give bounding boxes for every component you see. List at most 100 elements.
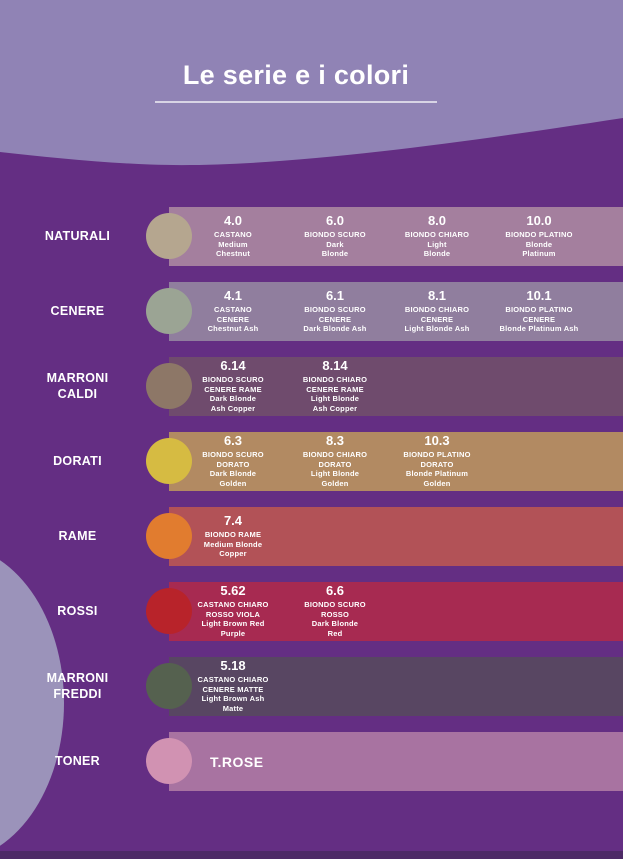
shade-name-italian: BIONDO CHIARO CENERE RAME: [302, 374, 368, 394]
shade-cell: 10.0 BIONDO PLATINO Blonde Platinum: [488, 207, 590, 266]
series-label: MARRONI CALDI: [46, 370, 109, 401]
series-bar: [169, 207, 623, 266]
shade-name-italian: CASTANO CENERE: [214, 304, 252, 324]
page-title: Le serie e i colori: [182, 60, 410, 90]
shade-name-italian: BIONDO RAME: [204, 529, 262, 539]
toner-shade-label: T.ROSE: [210, 753, 264, 770]
shade-cells: T.ROSE: [182, 732, 623, 791]
shade-name-italian: BIONDO CHIARO CENERE: [404, 304, 470, 324]
shade-name-english: Light Blonde Ash Copper: [310, 394, 360, 414]
shade-cell: 8.1 BIONDO CHIARO CENERE Light Blonde As…: [386, 282, 488, 341]
shade-name-italian: CASTANO CHIARO ROSSO VIOLA: [197, 599, 269, 619]
shade-name-italian: BIONDO SCURO CENERE: [304, 304, 366, 324]
series-bar: [169, 582, 623, 641]
shade-name-italian: BIONDO SCURO: [304, 229, 366, 239]
page-header: Le serie e i colori: [183, 60, 409, 91]
shade-cells: 6.3 BIONDO SCURO DORATO Dark Blonde Gold…: [182, 432, 623, 491]
shade-cells: 6.14 BIONDO SCURO CENERE RAME Dark Blond…: [182, 357, 623, 416]
series-bar: [169, 507, 623, 566]
series-row: TONER T.ROSE: [0, 732, 623, 791]
title-underline: [155, 101, 437, 103]
shade-name-italian: BIONDO SCURO DORATO: [202, 449, 264, 469]
shade-cell: 5.18 CASTANO CHIARO CENERE MATTE Light B…: [182, 657, 284, 716]
shade-cells: 4.1 CASTANO CENERE Chestnut Ash 6.1 BION…: [182, 282, 623, 341]
top-lavender-band: [0, 0, 623, 166]
series-row: NATURALI 4.0 CASTANO Medium Chestnut 6.0…: [0, 207, 623, 266]
shade-name-english: Dark Blonde Ash: [303, 324, 367, 334]
series-rows: NATURALI 4.0 CASTANO Medium Chestnut 6.0…: [0, 207, 623, 791]
shade-name-italian: BIONDO SCURO CENERE RAME: [202, 374, 264, 394]
shade-cell: 7.4 BIONDO RAME Medium Blonde Copper: [182, 507, 284, 566]
shade-name-english: Medium Chestnut: [215, 239, 251, 259]
shade-name-english: Blonde Platinum Ash: [499, 324, 579, 334]
series-label: CENERE: [50, 303, 105, 318]
shade-code: 6.3: [223, 433, 243, 449]
shade-code: 4.1: [223, 287, 243, 303]
shade-cells: 5.18 CASTANO CHIARO CENERE MATTE Light B…: [182, 657, 623, 716]
shade-code: 8.3: [325, 433, 345, 449]
series-bar: [169, 432, 623, 491]
shade-cell: 6.6 BIONDO SCURO ROSSO Dark Blonde Red: [284, 582, 386, 641]
series-swatch-circle: [146, 513, 192, 559]
shade-name-italian: BIONDO PLATINO CENERE: [505, 304, 573, 324]
shade-code: 8.14: [322, 358, 348, 374]
shade-name-english: Blonde Platinum Golden: [405, 469, 469, 489]
shade-name-italian: BIONDO SCURO ROSSO: [304, 599, 366, 619]
shade-name-italian: BIONDO CHIARO: [404, 229, 470, 239]
shade-code: 10.1: [526, 287, 552, 303]
shade-code: 6.6: [325, 583, 345, 599]
series-label: MARRONI FREDDI: [46, 670, 109, 701]
series-row: CENERE 4.1 CASTANO CENERE Chestnut Ash 6…: [0, 282, 623, 341]
series-row: ROSSI 5.62 CASTANO CHIARO ROSSO VIOLA Li…: [0, 582, 623, 641]
shade-cells: 4.0 CASTANO Medium Chestnut 6.0 BIONDO S…: [182, 207, 623, 266]
shade-cell: 10.3 BIONDO PLATINO DORATO Blonde Platin…: [386, 432, 488, 491]
shade-code: 8.0: [427, 212, 447, 228]
series-swatch-circle: [146, 438, 192, 484]
series-row: RAME 7.4 BIONDO RAME Medium Blonde Coppe…: [0, 507, 623, 566]
shade-name-italian: BIONDO PLATINO DORATO: [403, 449, 471, 469]
shade-name-english: Chestnut Ash: [207, 324, 259, 334]
shade-cell: 5.62 CASTANO CHIARO ROSSO VIOLA Light Br…: [182, 582, 284, 641]
series-label: NATURALI: [44, 228, 111, 243]
shade-cell: 6.0 BIONDO SCURO Dark Blonde: [284, 207, 386, 266]
series-bar: [169, 282, 623, 341]
series-label: RAME: [58, 528, 97, 543]
series-bar: [169, 657, 623, 716]
series-swatch-circle: [146, 363, 192, 409]
shade-code: 5.62: [220, 583, 246, 599]
shade-name-english: Dark Blonde Red: [311, 619, 359, 639]
series-row: MARRONI CALDI 6.14 BIONDO SCURO CENERE R…: [0, 357, 623, 416]
shade-name-english: Light Blonde Ash: [404, 324, 470, 334]
shade-name-english: Light Brown Ash Matte: [201, 694, 265, 714]
shade-cells: 7.4 BIONDO RAME Medium Blonde Copper: [182, 507, 623, 566]
shade-code: 6.14: [220, 358, 246, 374]
shade-code: 8.1: [427, 287, 447, 303]
series-swatch-circle: [146, 738, 192, 784]
shade-name-english: Light Blonde: [423, 239, 451, 259]
shade-code: 10.3: [424, 433, 450, 449]
shade-cell: 8.0 BIONDO CHIARO Light Blonde: [386, 207, 488, 266]
shade-name-english: Dark Blonde Golden: [209, 469, 257, 489]
series-bar: [169, 357, 623, 416]
shade-cell: 8.14 BIONDO CHIARO CENERE RAME Light Blo…: [284, 357, 386, 416]
shade-code: 5.18: [220, 658, 246, 674]
shade-cell: 10.1 BIONDO PLATINO CENERE Blonde Platin…: [488, 282, 590, 341]
series-swatch-circle: [146, 588, 192, 634]
shade-cell: 8.3 BIONDO CHIARO DORATO Light Blonde Go…: [284, 432, 386, 491]
series-swatch-circle: [146, 213, 192, 259]
shade-name-italian: BIONDO PLATINO: [505, 229, 573, 239]
shade-code: 6.0: [325, 212, 345, 228]
shade-code: 10.0: [526, 212, 552, 228]
shade-name-english: Blonde Platinum: [522, 239, 556, 259]
shade-code: 6.1: [325, 287, 345, 303]
shade-name-english: Light Blonde Golden: [310, 469, 360, 489]
shade-cell: 6.3 BIONDO SCURO DORATO Dark Blonde Gold…: [182, 432, 284, 491]
footer-band: [0, 851, 623, 859]
shade-code: 4.0: [223, 212, 243, 228]
shade-name-italian: CASTANO: [214, 229, 252, 239]
shade-name-english: Dark Blonde Ash Copper: [209, 394, 257, 414]
shade-cells: 5.62 CASTANO CHIARO ROSSO VIOLA Light Br…: [182, 582, 623, 641]
shade-cell: 4.0 CASTANO Medium Chestnut: [182, 207, 284, 266]
shade-name-english: Medium Blonde Copper: [203, 539, 263, 559]
